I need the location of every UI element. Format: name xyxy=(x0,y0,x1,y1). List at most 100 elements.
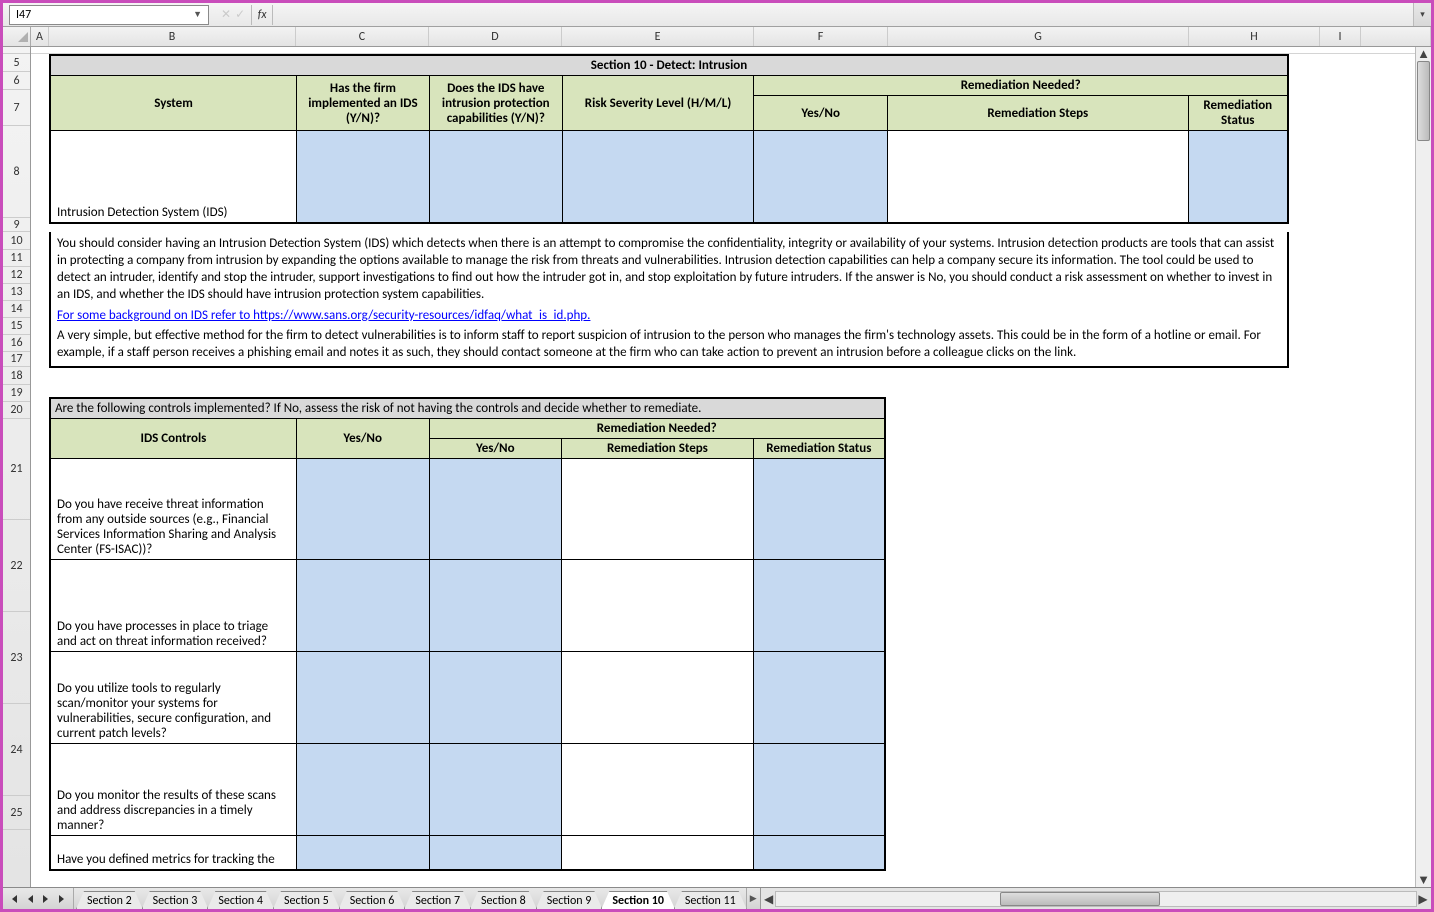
column-header-G[interactable]: G xyxy=(888,27,1189,46)
tab-prev-icon[interactable] xyxy=(23,892,37,906)
cell-has-ids[interactable] xyxy=(297,131,430,223)
row-header-24[interactable]: 24 xyxy=(3,704,30,796)
th2-status: Remediation Status xyxy=(753,439,885,459)
row-header-16[interactable]: 16 xyxy=(3,335,30,352)
formula-bar-expand-icon[interactable]: ▾ xyxy=(1413,3,1431,26)
control-rem-steps[interactable] xyxy=(562,459,754,560)
control-rem-status[interactable] xyxy=(753,744,885,836)
control-rem-status[interactable] xyxy=(753,560,885,652)
row-header-5[interactable]: 5 xyxy=(3,54,30,72)
control-yesno[interactable] xyxy=(296,836,429,870)
control-rem-yesno[interactable] xyxy=(429,744,562,836)
row-header-12[interactable]: 12 xyxy=(3,267,30,284)
row-header-9[interactable]: 9 xyxy=(3,218,30,232)
control-yesno[interactable] xyxy=(296,459,429,560)
sheet-tab-section-4[interactable]: Section 4 xyxy=(207,891,274,909)
hscroll-thumb[interactable] xyxy=(1000,892,1160,906)
row-header-8[interactable]: 8 xyxy=(3,126,30,218)
control-yesno[interactable] xyxy=(296,560,429,652)
control-rem-steps[interactable] xyxy=(562,652,754,744)
accept-icon: ✓ xyxy=(235,7,245,22)
tab-next-icon[interactable] xyxy=(39,892,53,906)
control-rem-steps[interactable] xyxy=(562,560,754,652)
control-rem-yesno[interactable] xyxy=(429,459,562,560)
tab-last-icon[interactable] xyxy=(55,892,69,906)
cell-ids-protect[interactable] xyxy=(429,131,562,223)
column-header-D[interactable]: D xyxy=(429,27,562,46)
sheet-tab-section-6[interactable]: Section 6 xyxy=(339,891,406,909)
row-header-13[interactable]: 13 xyxy=(3,284,30,301)
control-rem-yesno[interactable] xyxy=(429,560,562,652)
scroll-up-icon[interactable]: ▲ xyxy=(1416,47,1431,61)
sheet-tab-section-11[interactable]: Section 11 xyxy=(674,891,747,909)
th-yesno: Yes/No xyxy=(754,96,888,131)
column-header-C[interactable]: C xyxy=(296,27,429,46)
tab-scroll-right-icon[interactable]: ▶ xyxy=(746,888,760,909)
sheet-tabs: Section 2Section 3Section 4Section 5Sect… xyxy=(74,888,746,909)
th2-remediation-group: Remediation Needed? xyxy=(429,419,885,439)
vertical-scrollbar[interactable]: ▲ ▼ xyxy=(1415,47,1431,887)
sheet-tab-section-7[interactable]: Section 7 xyxy=(404,891,471,909)
row-header-15[interactable]: 15 xyxy=(3,318,30,335)
cell-rem-yesno[interactable] xyxy=(754,131,888,223)
formula-input[interactable] xyxy=(273,5,1409,25)
control-rem-yesno[interactable] xyxy=(429,652,562,744)
row-header-19[interactable]: 19 xyxy=(3,385,30,402)
row-header-6[interactable]: 6 xyxy=(3,72,30,90)
horizontal-scrollbar[interactable]: ◀ ▶ xyxy=(760,888,1431,909)
vscroll-thumb[interactable] xyxy=(1417,61,1430,141)
column-header-F[interactable]: F xyxy=(754,27,888,46)
row-header-21[interactable]: 21 xyxy=(3,419,30,520)
fx-icon[interactable]: fx xyxy=(251,5,273,25)
sheet-tab-section-2[interactable]: Section 2 xyxy=(76,891,143,909)
row-header-11[interactable]: 11 xyxy=(3,250,30,267)
control-question[interactable]: Do you have processes in place to triage… xyxy=(50,560,296,652)
control-question[interactable]: Have you defined metrics for tracking th… xyxy=(50,836,296,870)
name-box-dropdown-icon[interactable]: ▼ xyxy=(193,9,202,20)
row-header-17[interactable]: 17 xyxy=(3,352,30,367)
row-header-7[interactable]: 7 xyxy=(3,90,30,126)
cell-rem-steps[interactable] xyxy=(888,131,1188,223)
row-header-10[interactable]: 10 xyxy=(3,232,30,250)
control-question[interactable]: Do you monitor the results of these scan… xyxy=(50,744,296,836)
control-question[interactable]: Do you have receive threat information f… xyxy=(50,459,296,560)
row-headers: 5678910111213141516171819202122232425 xyxy=(3,47,31,887)
column-header-E[interactable]: E xyxy=(562,27,754,46)
control-yesno[interactable] xyxy=(296,744,429,836)
cell-risk[interactable] xyxy=(562,131,754,223)
scroll-down-icon[interactable]: ▼ xyxy=(1416,873,1431,887)
row-header-20[interactable]: 20 xyxy=(3,402,30,419)
control-question[interactable]: Do you utilize tools to regularly scan/m… xyxy=(50,652,296,744)
select-all-corner[interactable] xyxy=(3,27,31,46)
column-header-B[interactable]: B xyxy=(49,27,296,46)
sheet-tab-section-9[interactable]: Section 9 xyxy=(536,891,603,909)
control-rem-status[interactable] xyxy=(753,459,885,560)
sheet-tab-section-8[interactable]: Section 8 xyxy=(470,891,537,909)
control-yesno[interactable] xyxy=(296,652,429,744)
row-header-18[interactable]: 18 xyxy=(3,367,30,385)
control-rem-yesno[interactable] xyxy=(429,836,562,870)
ids-reference-link[interactable]: For some background on IDS refer to http… xyxy=(57,308,590,323)
column-header-A[interactable]: A xyxy=(31,27,49,46)
column-header-H[interactable]: H xyxy=(1189,27,1320,46)
control-rem-steps[interactable] xyxy=(562,836,754,870)
cells-area[interactable]: Section 10 - Detect: Intrusion System Ha… xyxy=(31,47,1431,887)
tab-first-icon[interactable] xyxy=(7,892,21,906)
scroll-right-icon[interactable]: ▶ xyxy=(1416,892,1430,908)
row-header-partial[interactable] xyxy=(3,47,30,54)
control-rem-steps[interactable] xyxy=(562,744,754,836)
control-rem-status[interactable] xyxy=(753,652,885,744)
row-header-23[interactable]: 23 xyxy=(3,612,30,704)
row-header-14[interactable]: 14 xyxy=(3,301,30,318)
cell-rem-status[interactable] xyxy=(1188,131,1288,223)
sheet-tab-section-5[interactable]: Section 5 xyxy=(273,891,340,909)
scroll-left-icon[interactable]: ◀ xyxy=(762,892,776,908)
row-header-22[interactable]: 22 xyxy=(3,520,30,612)
control-rem-status[interactable] xyxy=(753,836,885,870)
row-system-label[interactable]: Intrusion Detection System (IDS) xyxy=(50,131,297,223)
sheet-tab-section-10[interactable]: Section 10 xyxy=(601,891,675,909)
sheet-tab-section-3[interactable]: Section 3 xyxy=(142,891,209,909)
column-header-I[interactable]: I xyxy=(1320,27,1361,46)
row-header-25[interactable]: 25 xyxy=(3,796,30,830)
name-box[interactable]: I47 ▼ xyxy=(9,5,209,25)
